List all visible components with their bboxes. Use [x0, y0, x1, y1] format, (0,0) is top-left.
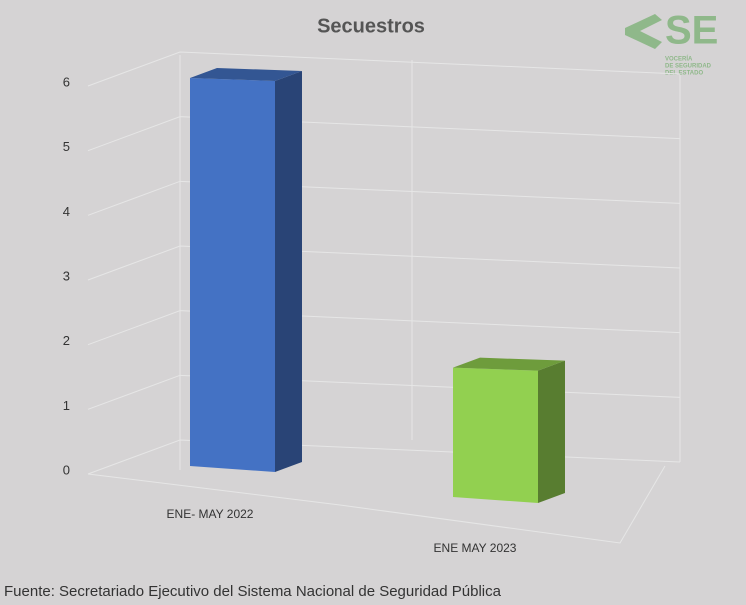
logo: SE VOCERÍA DE SEGURIDAD DEL ESTADO [625, 9, 718, 77]
logo-text: DE SEGURIDAD [665, 64, 712, 70]
grid-line [87, 180, 681, 216]
grid-line [87, 245, 681, 281]
bar [453, 357, 565, 503]
bar-top [190, 68, 302, 81]
logo-mark: SE [665, 9, 718, 53]
bar-front [453, 367, 538, 503]
y-tick-label: 0 [63, 462, 70, 477]
bar-side [275, 71, 302, 472]
source-note: Fuente: Secretariado Ejecutivo del Siste… [4, 583, 502, 600]
bar-side [538, 360, 565, 503]
floor-edge [87, 465, 666, 544]
bar-top [453, 357, 565, 371]
y-tick-label: 1 [63, 398, 70, 413]
grid-line [87, 116, 681, 152]
logo-text: VOCERÍA [665, 55, 693, 63]
y-tick-label: 5 [63, 139, 70, 154]
y-tick-label: 3 [63, 268, 70, 283]
walls [87, 55, 681, 544]
bar-front [190, 78, 275, 472]
y-tick-label: 6 [63, 74, 70, 89]
x-tick-label: ENE- MAY 2022 [167, 507, 254, 521]
y-tick-label: 2 [63, 333, 70, 348]
logo-icon [625, 14, 662, 49]
grid-line [87, 310, 681, 346]
grid-line [87, 51, 681, 87]
bar [190, 68, 302, 472]
logo-text: DEL ESTADO [665, 71, 703, 77]
x-tick-label: ENE MAY 2023 [434, 541, 517, 555]
chart-title: Secuestros [317, 15, 425, 37]
y-tick-label: 4 [63, 204, 70, 219]
